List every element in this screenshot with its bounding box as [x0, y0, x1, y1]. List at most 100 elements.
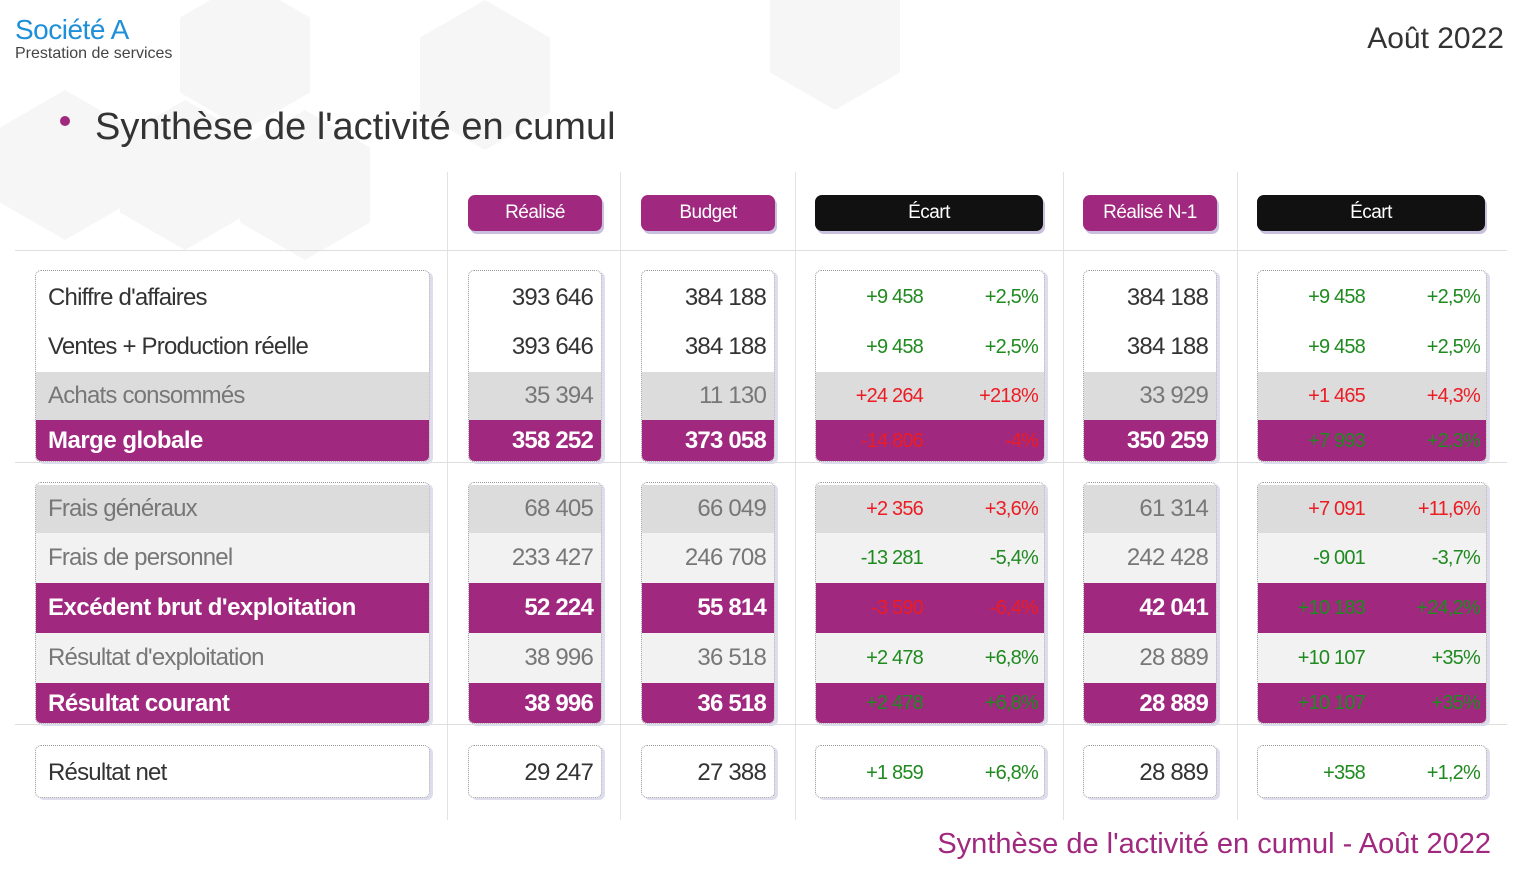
- variance-percent: +6,8%: [984, 761, 1039, 784]
- variance-value: +1 859: [866, 761, 924, 784]
- footer-caption: Synthèse de l'activité en cumul - Août 2…: [937, 828, 1491, 860]
- value-n1: 33 929: [1084, 372, 1216, 420]
- value-realise: 358 252: [469, 420, 601, 461]
- variance-value: +7 091: [1308, 497, 1366, 520]
- value-budget: 11 130: [642, 372, 774, 420]
- row-divider: [15, 250, 1507, 251]
- table-group-cell: 393 646 393 646 35 394 358 252: [468, 270, 602, 462]
- value-n1: 28 889: [1084, 748, 1216, 797]
- variance-percent: -5,4%: [989, 546, 1039, 569]
- table-group-cell: Chiffre d'affaires Ventes + Production ré…: [35, 270, 430, 462]
- value-n1: 384 188: [1084, 322, 1216, 372]
- variance-cell: -13 281 -5,4%: [816, 533, 1044, 583]
- variance-value: +7 993: [1308, 429, 1366, 452]
- variance-percent: +2,5%: [984, 335, 1039, 358]
- value-realise: 393 646: [469, 322, 601, 372]
- variance-value: +9 458: [1308, 286, 1366, 308]
- variance-value: +10 107: [1297, 646, 1366, 669]
- variance-value: -14 806: [860, 429, 924, 452]
- value-realise: 393 646: [469, 273, 601, 322]
- row-label: Résultat courant: [36, 683, 429, 723]
- table-group-cell: 68 405 233 427 52 224 38 996 38 996: [468, 482, 602, 724]
- value-n1: 42 041: [1084, 583, 1216, 633]
- variance-percent: -3,7%: [1431, 546, 1481, 569]
- value-n1: 61 314: [1084, 485, 1216, 533]
- table-group-cell: +9 458 +2,5% +9 458 +2,5% +24 264 +218% -14 80…: [815, 270, 1045, 462]
- row-label: Résultat net: [36, 748, 429, 797]
- value-budget: 384 188: [642, 273, 774, 322]
- variance-percent: +4,3%: [1426, 384, 1481, 407]
- table-group-cell: +2 356 +3,6% -13 281 -5,4% -3 590 -6,4% +2 478…: [815, 482, 1045, 724]
- variance-cell: +10 107 +35%: [1258, 633, 1486, 683]
- page-title: Synthèse de l'activité en cumul: [95, 106, 616, 148]
- value-budget: 246 708: [642, 533, 774, 583]
- variance-cell: +2 356 +3,6%: [816, 485, 1044, 533]
- value-budget: 36 518: [642, 683, 774, 723]
- table-group-cell: 384 188 384 188 33 929 350 259: [1083, 270, 1217, 462]
- variance-cell: +9 458 +2,5%: [816, 322, 1044, 372]
- variance-cell: +9 458 +2,5%: [816, 273, 1044, 322]
- column-divider: [1237, 172, 1238, 820]
- background-hexagon: [770, 0, 900, 110]
- column-divider: [620, 172, 621, 820]
- table-group-cell: +1 859 +6,8%: [815, 745, 1045, 798]
- variance-percent: -6,4%: [989, 596, 1039, 619]
- value-realise: 35 394: [469, 372, 601, 420]
- variance-percent: +24,2%: [1416, 596, 1480, 619]
- variance-percent: -4%: [1004, 429, 1039, 452]
- variance-value: -13 281: [860, 546, 924, 569]
- variance-percent: +35%: [1431, 646, 1480, 669]
- value-budget: 36 518: [642, 633, 774, 683]
- company-subtitle: Prestation de services: [15, 45, 173, 62]
- row-label: Marge globale: [36, 420, 429, 461]
- value-budget: 373 058: [642, 420, 774, 461]
- value-n1: 28 889: [1084, 633, 1216, 683]
- value-budget: 384 188: [642, 322, 774, 372]
- variance-cell: +7 091 +11,6%: [1258, 485, 1486, 533]
- table-group-cell: 29 247: [468, 745, 602, 798]
- column-header: Écart: [1257, 195, 1485, 231]
- variance-cell: +2 478 +6,8%: [816, 633, 1044, 683]
- variance-percent: +1,2%: [1426, 761, 1481, 784]
- row-label: Ventes + Production réelle: [36, 322, 429, 372]
- variance-percent: +6,8%: [984, 692, 1039, 714]
- row-label: Chiffre d'affaires: [36, 273, 429, 322]
- variance-percent: +2,5%: [984, 286, 1039, 308]
- table-group-cell: 384 188 384 188 11 130 373 058: [641, 270, 775, 462]
- value-realise: 52 224: [469, 583, 601, 633]
- company-name: Société A: [15, 14, 129, 45]
- variance-percent: +35%: [1431, 692, 1480, 714]
- table-group-cell: 61 314 242 428 42 041 28 889 28 889: [1083, 482, 1217, 724]
- row-divider: [15, 462, 1507, 463]
- table-group-cell: 66 049 246 708 55 814 36 518 36 518: [641, 482, 775, 724]
- value-realise: 68 405: [469, 485, 601, 533]
- table-group-cell: Résultat net: [35, 745, 430, 798]
- column-divider: [1063, 172, 1064, 820]
- value-realise: 38 996: [469, 633, 601, 683]
- value-n1: 350 259: [1084, 420, 1216, 461]
- value-realise: 233 427: [469, 533, 601, 583]
- variance-percent: +2,5%: [1426, 286, 1481, 308]
- variance-percent: +2,3%: [1426, 429, 1481, 452]
- column-header: Budget: [641, 195, 775, 231]
- table-group-cell: Frais généraux Frais de personnel Excédent…: [35, 482, 430, 724]
- row-label: Frais de personnel: [36, 533, 429, 583]
- table-group-cell: +9 458 +2,5% +9 458 +2,5% +1 465 +4,3% +7 993 +…: [1257, 270, 1487, 462]
- variance-cell: +24 264 +218%: [816, 372, 1044, 420]
- variance-value: +2 478: [866, 646, 924, 669]
- column-header: Écart: [815, 195, 1043, 231]
- variance-percent: +6,8%: [984, 646, 1039, 669]
- value-realise: 29 247: [469, 748, 601, 797]
- value-realise: 38 996: [469, 683, 601, 723]
- variance-value: +24 264: [855, 384, 924, 407]
- variance-value: -3 590: [871, 596, 924, 619]
- column-divider: [795, 172, 796, 820]
- value-budget: 27 388: [642, 748, 774, 797]
- variance-cell: -9 001 -3,7%: [1258, 533, 1486, 583]
- value-n1: 242 428: [1084, 533, 1216, 583]
- variance-value: +9 458: [866, 335, 924, 358]
- table-group-cell: 28 889: [1083, 745, 1217, 798]
- variance-value: +9 458: [866, 286, 924, 308]
- value-n1: 28 889: [1084, 683, 1216, 723]
- variance-value: -9 001: [1313, 546, 1366, 569]
